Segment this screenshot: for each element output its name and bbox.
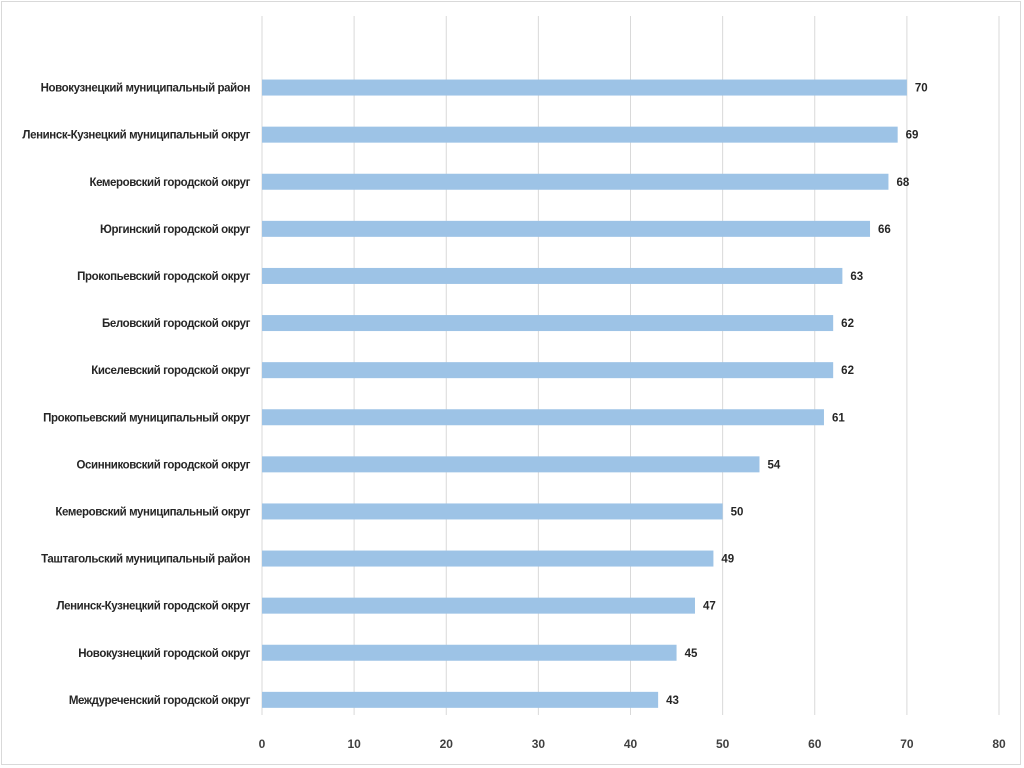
x-tick-label: 60 — [808, 737, 822, 751]
data-label: 47 — [703, 601, 716, 613]
category-label: Киселевский городской округ — [91, 365, 250, 377]
x-tick-label: 30 — [532, 737, 546, 751]
data-label: 45 — [685, 648, 698, 660]
x-tick-label: 20 — [440, 737, 454, 751]
data-label: 50 — [731, 506, 744, 518]
x-tick-label: 70 — [900, 737, 914, 751]
data-label: 66 — [878, 224, 891, 236]
data-label: 54 — [767, 459, 780, 471]
x-tick-label: 50 — [716, 737, 730, 751]
bar — [262, 362, 834, 379]
bar — [262, 550, 714, 567]
data-label: 49 — [721, 554, 734, 566]
bar — [262, 597, 695, 614]
x-tick-label: 80 — [992, 737, 1006, 751]
data-label: 61 — [832, 412, 845, 424]
category-label: Беловский городской округ — [102, 318, 251, 330]
bar — [262, 173, 889, 190]
category-label: Кемеровский муниципальный округ — [55, 506, 250, 518]
data-label: 69 — [906, 130, 919, 142]
category-label: Ленинск-Кузнецкий муниципальный округ — [22, 130, 250, 142]
x-tick-label: 40 — [624, 737, 638, 751]
bar — [262, 456, 760, 473]
data-label: 70 — [915, 83, 928, 95]
bar — [262, 409, 824, 426]
category-label: Осинниковский городской округ — [76, 459, 250, 471]
bar — [262, 220, 871, 237]
bar — [262, 126, 898, 143]
x-tick-label: 10 — [347, 737, 361, 751]
x-tick-label: 0 — [259, 737, 266, 751]
category-label: Новокузнецкий муниципальный район — [41, 83, 251, 95]
category-label: Междуреченский городской округ — [69, 695, 251, 707]
bar — [262, 691, 659, 708]
data-label: 43 — [666, 695, 679, 707]
bar — [262, 503, 723, 520]
bar — [262, 79, 907, 96]
data-label: 62 — [841, 365, 854, 377]
bar — [262, 644, 677, 661]
category-label: Прокопьевский городской округ — [77, 271, 250, 283]
category-label: Кемеровский городской округ — [89, 177, 250, 189]
bar — [262, 315, 834, 332]
data-label: 68 — [896, 177, 909, 189]
data-label: 62 — [841, 318, 854, 330]
category-label: Прокопьевский муниципальный округ — [43, 412, 251, 424]
category-label: Ленинск-Кузнецкий городской округ — [56, 601, 250, 613]
bar — [262, 267, 843, 284]
category-label: Юргинский городской округ — [100, 224, 251, 236]
data-label: 63 — [850, 271, 863, 283]
category-label: Таштагольский муниципальный район — [41, 554, 250, 566]
category-label: Новокузнецкий городской округ — [78, 648, 250, 660]
